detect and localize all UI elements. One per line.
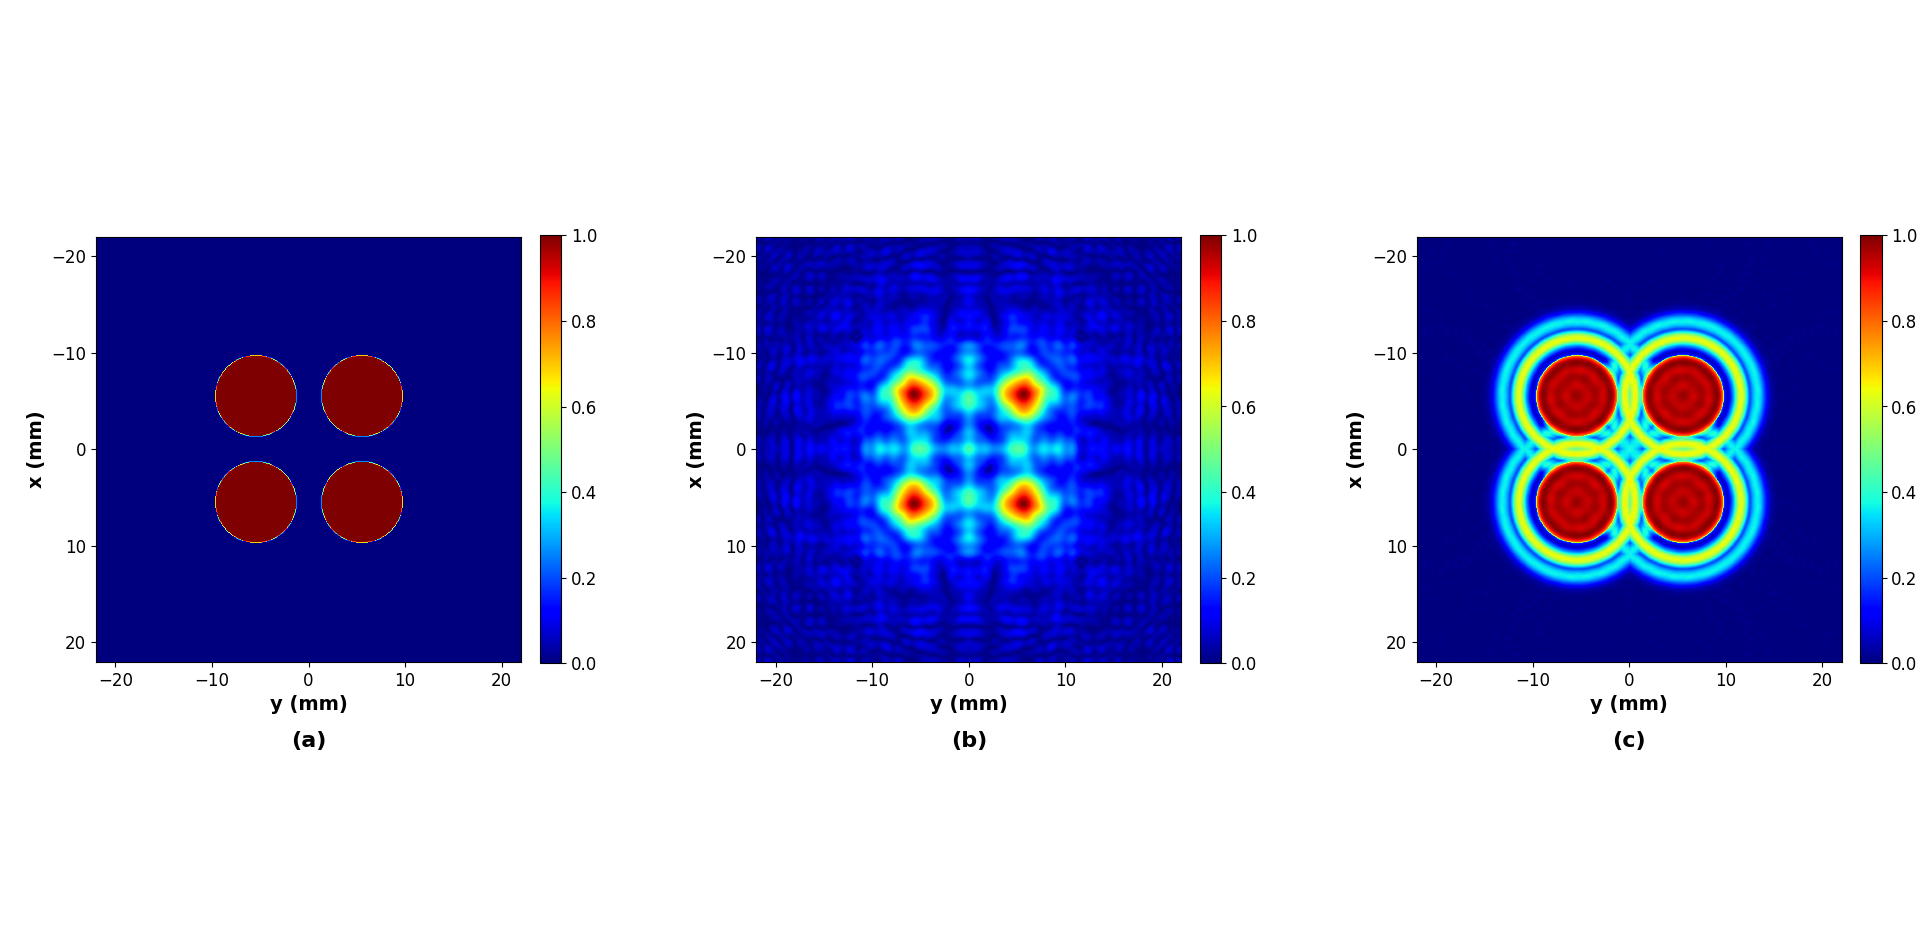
Y-axis label: x (mm): x (mm) (27, 411, 46, 488)
Y-axis label: x (mm): x (mm) (1348, 411, 1367, 488)
Y-axis label: x (mm): x (mm) (687, 411, 707, 488)
X-axis label: y (mm): y (mm) (929, 695, 1008, 714)
Text: (a): (a) (290, 731, 326, 751)
X-axis label: y (mm): y (mm) (269, 695, 348, 714)
Text: (b): (b) (950, 731, 987, 751)
Text: (c): (c) (1613, 731, 1645, 751)
X-axis label: y (mm): y (mm) (1590, 695, 1668, 714)
